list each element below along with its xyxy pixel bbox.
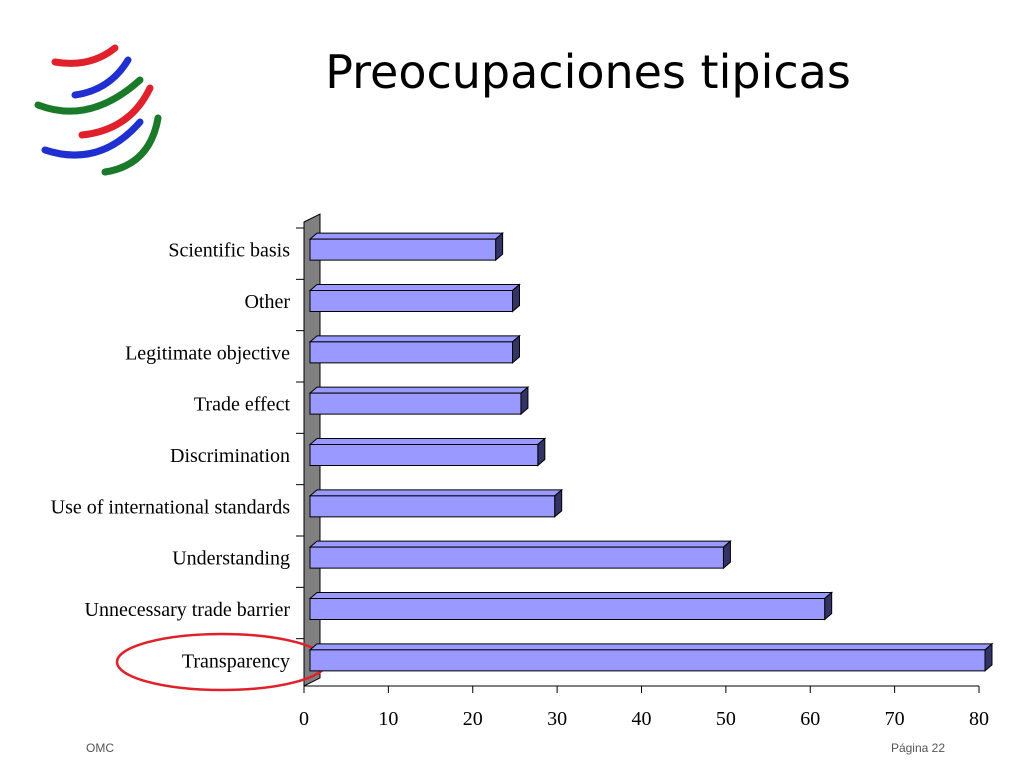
bar-face <box>309 649 986 672</box>
bar <box>308 591 834 621</box>
bar-face <box>308 540 732 548</box>
bar <box>308 232 504 262</box>
bar <box>308 540 732 570</box>
bar-face <box>309 495 556 518</box>
y-tick-label: Transparency <box>182 650 290 672</box>
bar <box>308 488 564 518</box>
y-tick-label: Other <box>244 291 290 313</box>
footer-right: Página 22 <box>891 741 945 755</box>
bar-face <box>308 592 834 599</box>
x-tick-label: 80 <box>969 708 989 730</box>
bar-face <box>308 335 521 343</box>
bar-face <box>308 232 504 240</box>
footer-left: OMC <box>86 741 114 755</box>
x-tick-label: 40 <box>632 708 652 730</box>
bar-face <box>309 341 513 364</box>
x-tick-label: 50 <box>716 708 736 730</box>
bar <box>308 334 521 364</box>
bar-face <box>309 444 539 466</box>
bar <box>308 642 994 672</box>
bar-face <box>309 598 826 620</box>
bar <box>308 437 547 467</box>
x-tick-label: 60 <box>800 708 820 730</box>
y-tick-label: Unnecessary trade barrier <box>85 599 291 621</box>
x-tick-label: 0 <box>299 708 309 730</box>
y-tick-label: Understanding <box>172 548 290 570</box>
y-tick-label: Use of international standards <box>51 496 291 518</box>
y-tick-label: Trade effect <box>194 394 291 416</box>
y-tick-label: Legitimate objective <box>125 342 290 364</box>
bar-face <box>308 489 564 497</box>
x-tick-label: 10 <box>378 708 398 730</box>
y-tick-label: Discrimination <box>170 445 290 467</box>
bar-face <box>309 290 513 312</box>
x-tick-label: 70 <box>885 708 905 730</box>
x-tick-label: 30 <box>547 708 567 730</box>
bar <box>308 283 521 313</box>
bar <box>308 386 530 416</box>
chart-title: Preocupaciones tipicas <box>325 45 851 99</box>
bar-face <box>309 238 497 261</box>
bar-face <box>308 386 530 394</box>
bar-face <box>309 392 522 415</box>
bar-face <box>308 643 994 651</box>
logo <box>34 44 162 176</box>
bar-face <box>308 284 521 291</box>
x-tick-label: 20 <box>463 708 483 730</box>
y-tick-label: Scientific basis <box>168 240 290 262</box>
bar-face <box>308 438 547 445</box>
bar-face <box>309 546 724 569</box>
